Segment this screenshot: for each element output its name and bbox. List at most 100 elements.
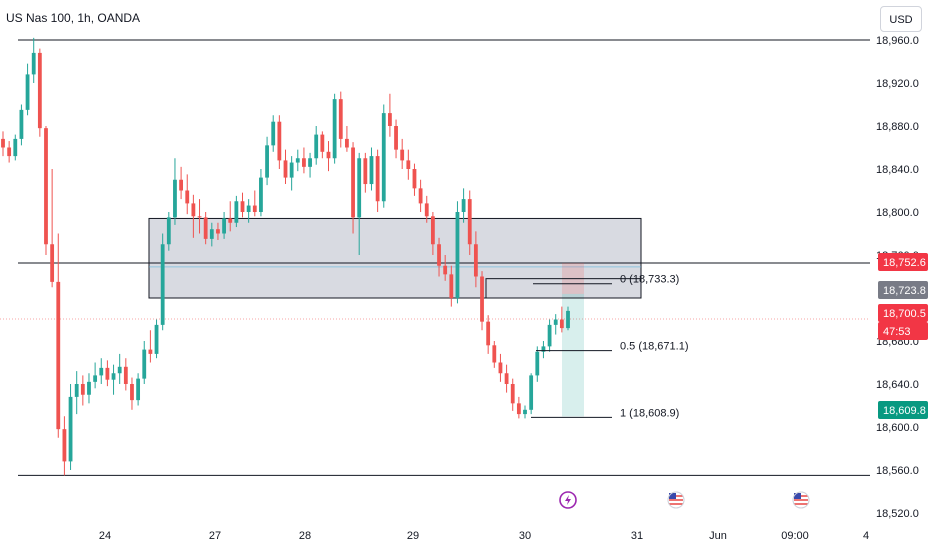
price-badge xyxy=(878,281,928,299)
candle-body xyxy=(166,217,171,245)
candle-body xyxy=(142,349,147,379)
demand-zone-layer xyxy=(148,217,642,299)
lightning-event-icon xyxy=(559,491,577,509)
candle-body xyxy=(566,310,570,329)
candle-body xyxy=(74,384,79,397)
candle-body xyxy=(44,128,48,245)
y-tick-label: 18,520.0 xyxy=(876,508,919,520)
candle-body xyxy=(559,319,564,329)
candle-body xyxy=(160,244,165,325)
candle-body xyxy=(449,274,454,298)
candle-body xyxy=(105,367,110,380)
x-tick-label: 31 xyxy=(631,530,643,542)
y-tick-label: 18,800.0 xyxy=(876,207,919,219)
us-flag-event-icon xyxy=(667,491,685,509)
candle-body xyxy=(437,244,441,266)
demand-zone xyxy=(148,217,642,299)
candle-body xyxy=(130,384,134,401)
lightning-glyph xyxy=(565,495,571,505)
candle-body xyxy=(430,216,435,245)
price-badge xyxy=(878,322,928,340)
candle-body xyxy=(271,121,276,146)
candle-body xyxy=(197,216,202,218)
y-tick-label: 18,880.0 xyxy=(876,121,919,133)
events-row xyxy=(559,491,810,509)
candle-body xyxy=(25,74,30,110)
candle-body xyxy=(203,217,208,239)
candle-body xyxy=(363,158,368,185)
candle-body xyxy=(424,203,429,217)
candle-body xyxy=(473,244,478,277)
price-badge xyxy=(878,253,928,271)
candle-body xyxy=(510,384,515,404)
fib-layer: 0 (18,733.3) 0.5 (18,671.1) 1 (18,608.9) xyxy=(531,274,689,419)
y-tick-label: 18,600.0 xyxy=(876,422,919,434)
candle-body xyxy=(480,276,484,322)
price-badge-label: 47:53 xyxy=(883,326,911,338)
take-profit-area xyxy=(562,293,584,417)
candle-body xyxy=(357,158,362,218)
candle-body xyxy=(535,351,540,376)
candle-body xyxy=(13,138,18,157)
candle-body xyxy=(246,205,251,212)
candle-body xyxy=(185,190,190,204)
candle-body xyxy=(1,138,5,148)
candle-body xyxy=(369,156,374,185)
candle-body xyxy=(7,147,12,157)
candle-body xyxy=(136,378,141,401)
candle-body xyxy=(277,121,282,161)
candle-body xyxy=(345,138,349,148)
x-tick-label: 28 xyxy=(299,530,311,542)
candle-body xyxy=(265,145,269,178)
candle-body xyxy=(191,203,196,217)
flag-canton xyxy=(794,493,801,499)
y-tick-label: 18,840.0 xyxy=(876,164,919,176)
x-tick-label: 27 xyxy=(209,530,221,542)
symbol-title: US Nas 100, 1h, OANDA xyxy=(6,11,141,25)
flag-ring xyxy=(792,491,810,509)
candle-body xyxy=(326,151,331,159)
x-tick-label: 30 xyxy=(519,530,531,542)
candle-body xyxy=(541,346,546,352)
candle-body xyxy=(228,218,233,223)
candles-layer xyxy=(1,37,570,476)
candle-body xyxy=(523,409,527,415)
candle-body xyxy=(443,265,448,275)
candle-body xyxy=(338,99,343,139)
candle-body xyxy=(498,362,503,374)
candle-body xyxy=(289,162,294,178)
candle-body xyxy=(295,158,300,163)
candle-body xyxy=(320,134,325,152)
candle-body xyxy=(148,349,153,354)
y-tick-label: 18,960.0 xyxy=(876,35,919,47)
candle-body xyxy=(31,52,36,75)
time-axis[interactable]: 24 27 28 29 30 31 Jun 09:00 4 xyxy=(99,530,869,542)
candle-body xyxy=(467,199,472,245)
candle-body xyxy=(154,324,159,354)
candle-body xyxy=(387,113,392,126)
flag-canton xyxy=(669,493,676,499)
candle-body xyxy=(314,134,319,159)
currency-button[interactable]: USD xyxy=(880,6,922,32)
candle-body xyxy=(62,429,67,462)
candle-body xyxy=(117,366,122,374)
price-badge-label: 18,752.6 xyxy=(883,257,926,269)
candle-body xyxy=(216,229,220,234)
candle-body xyxy=(486,321,491,346)
y-tick-label: 18,640.0 xyxy=(876,379,919,391)
price-badge-label: 18,609.8 xyxy=(883,405,926,417)
candle-body xyxy=(381,113,386,202)
price-axis[interactable]: 18,960.0 18,920.0 18,880.0 18,840.0 18,800.0… xyxy=(876,35,919,520)
y-tick-label: 18,920.0 xyxy=(876,78,919,90)
candle-body xyxy=(240,201,245,212)
x-tick-label: 29 xyxy=(407,530,419,542)
candle-body xyxy=(332,99,337,159)
candle-body xyxy=(123,366,128,384)
price-badges: 18,752.6 18,723.8 18,700.5 47:53 18,609.8 xyxy=(878,253,928,419)
candle-body xyxy=(504,373,509,384)
price-badge xyxy=(878,304,928,322)
candle-body xyxy=(252,205,257,212)
candle-body xyxy=(111,373,116,380)
